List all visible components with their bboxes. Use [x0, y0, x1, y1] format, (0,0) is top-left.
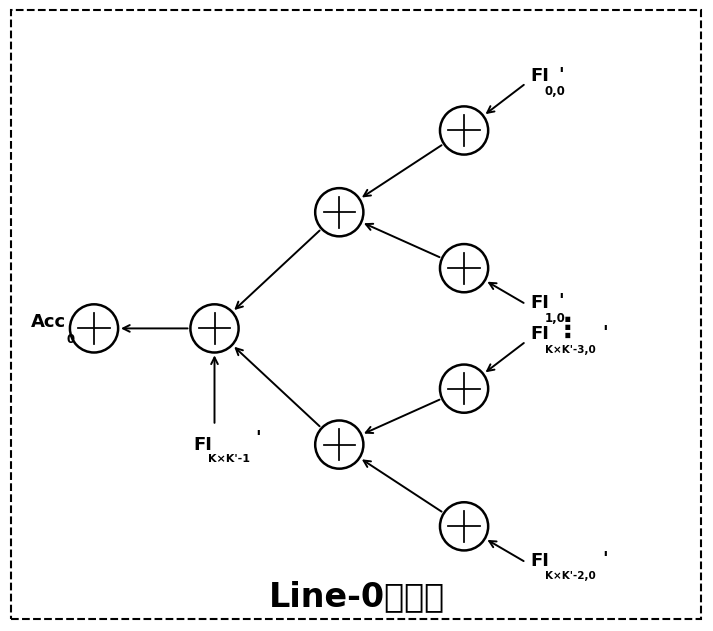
Text: FI: FI	[530, 68, 549, 85]
Text: ': '	[559, 292, 565, 310]
Text: ': '	[602, 550, 608, 568]
Circle shape	[315, 420, 364, 469]
Text: K×K'-1: K×K'-1	[208, 454, 250, 464]
Text: Line-0累加器: Line-0累加器	[268, 581, 445, 613]
Text: K×K'-3,0: K×K'-3,0	[545, 345, 596, 355]
Text: ': '	[602, 324, 608, 342]
Text: ⋮: ⋮	[553, 314, 581, 343]
Text: K×K'-2,0: K×K'-2,0	[545, 571, 596, 581]
Text: 0,0: 0,0	[545, 85, 566, 98]
Text: Acc: Acc	[31, 312, 66, 331]
Circle shape	[70, 304, 118, 353]
Circle shape	[440, 107, 488, 155]
Text: 1,0: 1,0	[545, 312, 566, 324]
Circle shape	[440, 244, 488, 292]
Circle shape	[315, 188, 364, 237]
Circle shape	[190, 304, 239, 353]
Text: FI: FI	[530, 293, 549, 312]
Text: FI: FI	[530, 326, 549, 343]
Circle shape	[440, 365, 488, 413]
Circle shape	[440, 502, 488, 550]
Text: FI: FI	[193, 435, 212, 454]
Text: 0: 0	[66, 333, 75, 346]
Text: ': '	[255, 428, 261, 447]
Text: FI: FI	[530, 551, 549, 570]
Text: ': '	[559, 66, 565, 83]
